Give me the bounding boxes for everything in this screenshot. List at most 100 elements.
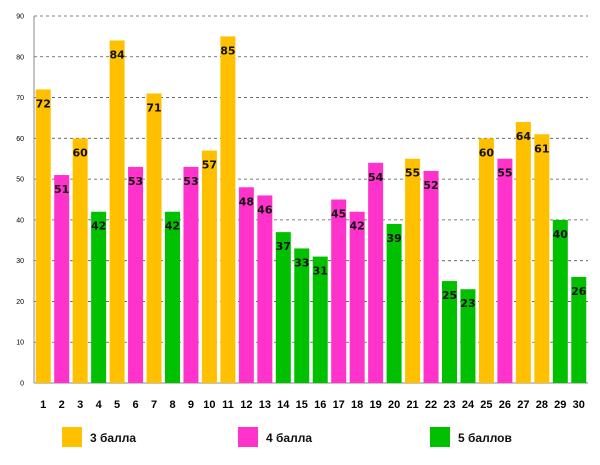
y-tick-label: 10 [16,340,24,347]
data-label: 71 [146,101,161,114]
category-label: 10 [203,399,215,411]
data-label: 55 [405,167,420,180]
bar [349,211,365,383]
y-tick-label: 50 [16,177,24,184]
bar [331,199,347,383]
category-label: 20 [388,399,400,411]
category-label: 13 [259,399,271,411]
category-label: 28 [536,399,548,411]
legend-label: 4 балла [266,431,312,445]
category-label: 6 [133,399,139,411]
data-label: 53 [183,175,198,188]
data-label: 23 [460,297,475,310]
category-label: 27 [517,399,529,411]
data-label: 57 [202,159,217,172]
category-label: 18 [351,399,363,411]
data-label: 42 [91,220,106,233]
data-label: 33 [294,256,309,269]
bar [146,93,162,383]
data-label: 60 [73,146,89,159]
bar [515,122,531,384]
data-label: 37 [276,240,291,253]
bar [534,134,550,383]
data-label: 72 [36,97,51,110]
data-label: 31 [313,265,328,278]
bar [442,281,457,383]
bar [183,166,199,383]
y-tick-label: 30 [16,258,24,265]
legend-swatch [62,427,82,447]
category-label: 3 [77,399,83,411]
legend-label: 5 баллов [458,431,512,445]
data-label: 55 [497,167,512,180]
bar [257,195,273,383]
y-tick-label: 80 [16,54,24,61]
data-label: 40 [553,228,569,241]
bar [201,150,217,383]
data-label: 64 [516,130,532,143]
bar [238,187,254,383]
bar [91,211,107,383]
bar [72,138,88,383]
category-label: 15 [296,399,308,411]
category-label: 14 [277,399,290,411]
data-label: 42 [350,220,365,233]
category-label: 2 [59,399,65,411]
bar [220,36,236,384]
data-label: 45 [331,208,346,221]
data-label: 60 [479,146,495,159]
bar [35,89,51,384]
data-label: 42 [165,220,180,233]
category-label: 17 [333,399,345,411]
data-label: 52 [423,179,438,192]
bar [312,256,328,383]
bar [165,211,180,383]
data-label: 25 [442,289,457,302]
bar [368,162,384,383]
category-label: 21 [406,399,418,411]
category-label: 25 [480,399,492,411]
bar [275,232,291,383]
y-tick-label: 20 [16,299,24,306]
category-label: 19 [370,399,382,411]
data-label: 39 [386,232,401,245]
bar [571,276,587,383]
data-label: 61 [534,142,549,155]
data-label: 46 [257,203,273,216]
data-label: 54 [368,171,384,184]
data-label: 53 [128,175,143,188]
bar [405,158,421,383]
bar [460,289,476,383]
bar [478,138,494,383]
data-label: 84 [109,48,125,61]
data-label: 26 [571,285,587,298]
data-label: 51 [54,183,69,196]
bar [386,223,402,383]
y-tick-label: 0 [20,381,24,388]
y-tick-label: 40 [16,217,24,224]
category-label: 29 [554,399,566,411]
category-label: 9 [188,399,194,411]
y-tick-label: 90 [16,14,24,21]
data-label: 48 [239,195,254,208]
category-label: 23 [443,399,455,411]
bar [109,40,125,383]
category-label: 7 [151,399,157,411]
data-label: 85 [220,44,235,57]
category-label: 26 [499,399,511,411]
category-label: 24 [462,399,475,411]
category-label: 4 [96,399,103,411]
bar [552,219,568,383]
category-label: 30 [573,399,585,411]
category-label: 5 [114,399,120,411]
y-tick-label: 60 [16,136,24,143]
legend-label: 3 балла [90,431,136,445]
category-label: 12 [240,399,252,411]
category-label: 1 [40,399,46,411]
bar [294,248,310,383]
category-label: 11 [222,399,234,411]
bar [54,175,70,383]
y-tick-label: 70 [16,95,24,102]
